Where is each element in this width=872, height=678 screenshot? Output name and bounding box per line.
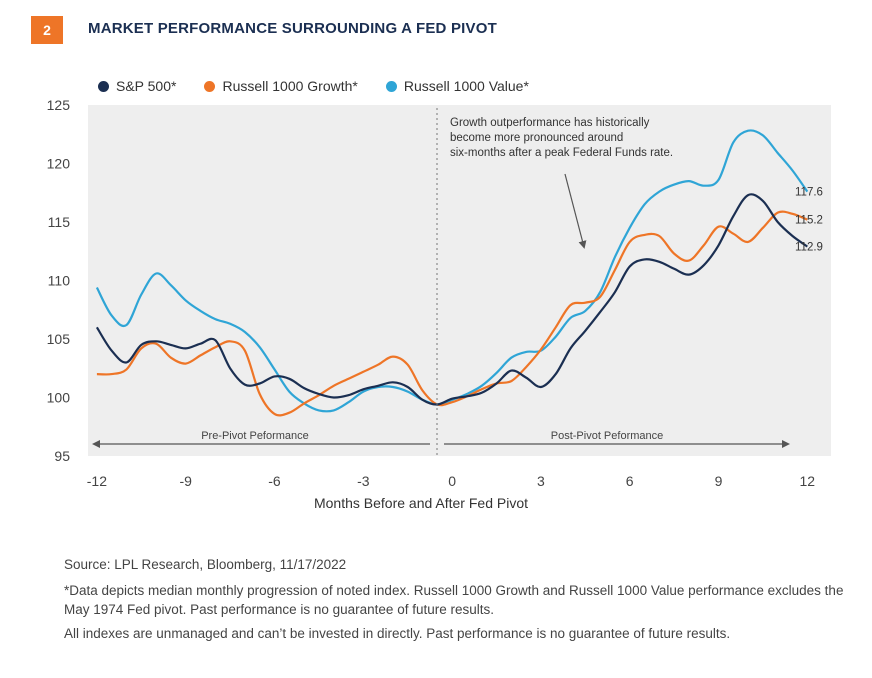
end-label-value: 117.6 — [795, 187, 823, 199]
legend-label-sp500: S&P 500* — [116, 78, 177, 94]
pre-pivot-label: Pre-Pivot Peformance — [201, 430, 309, 442]
end-label-sp500: 112.9 — [795, 242, 823, 254]
y-tick-label: 95 — [54, 448, 70, 464]
figure-number-badge: 2 — [31, 16, 63, 44]
chart-legend: S&P 500* Russell 1000 Growth* Russell 10… — [98, 78, 529, 94]
x-tick-label: 9 — [715, 473, 723, 489]
y-tick-label: 125 — [47, 97, 71, 113]
x-tick-label: -3 — [357, 473, 370, 489]
y-tick-label: 105 — [47, 331, 71, 347]
callout-line-2: become more pronounced around — [450, 132, 623, 144]
source-note: Source: LPL Research, Bloomberg, 11/17/2… — [64, 557, 347, 572]
legend-label-value: Russell 1000 Value* — [403, 78, 529, 94]
legend-label-growth: Russell 1000 Growth* — [222, 78, 358, 94]
line-chart: 95 100 105 110 115 120 125 -12 -9 -6 -3 0 3 6 9 12 117… — [47, 97, 831, 511]
x-tick-label: -12 — [87, 473, 107, 489]
footnote-disclaimer: All indexes are unmanaged and can’t be i… — [64, 626, 731, 641]
callout-line-1: Growth outperformance has historically — [450, 117, 650, 129]
legend-swatch-growth — [204, 80, 216, 92]
series-line-growth — [96, 210, 808, 417]
x-tick-label: 3 — [537, 473, 545, 489]
post-pivot-label: Post-Pivot Peformance — [551, 430, 664, 442]
legend-swatch-sp500 — [98, 80, 109, 92]
legend-item-growth: Russell 1000 Growth* — [204, 78, 358, 94]
x-tick-label: 12 — [800, 473, 816, 489]
chart-title: MARKET PERFORMANCE SURROUNDING A FED PIV… — [88, 20, 497, 37]
callout-line-3: six-months after a peak Federal Funds ra… — [450, 147, 673, 159]
y-tick-label: 100 — [47, 390, 71, 406]
callout-arrow — [564, 173, 587, 249]
end-label-growth: 115.2 — [795, 215, 823, 227]
x-tick-label: 0 — [448, 473, 456, 489]
y-tick-label: 120 — [47, 156, 71, 172]
y-tick-label: 110 — [48, 273, 71, 289]
x-tick-label: 6 — [626, 473, 634, 489]
legend-item-value: Russell 1000 Value* — [385, 78, 529, 94]
footnote-data: *Data depicts median monthly progression… — [64, 583, 844, 617]
x-tick-label: -6 — [268, 473, 281, 489]
y-tick-label: 115 — [48, 214, 71, 230]
legend-item-sp500: S&P 500* — [98, 78, 176, 94]
x-axis-label: Months Before and After Fed Pivot — [314, 495, 528, 511]
series-line-sp500 — [95, 193, 808, 406]
x-tick-label: -9 — [179, 473, 192, 489]
legend-swatch-value — [385, 80, 397, 92]
